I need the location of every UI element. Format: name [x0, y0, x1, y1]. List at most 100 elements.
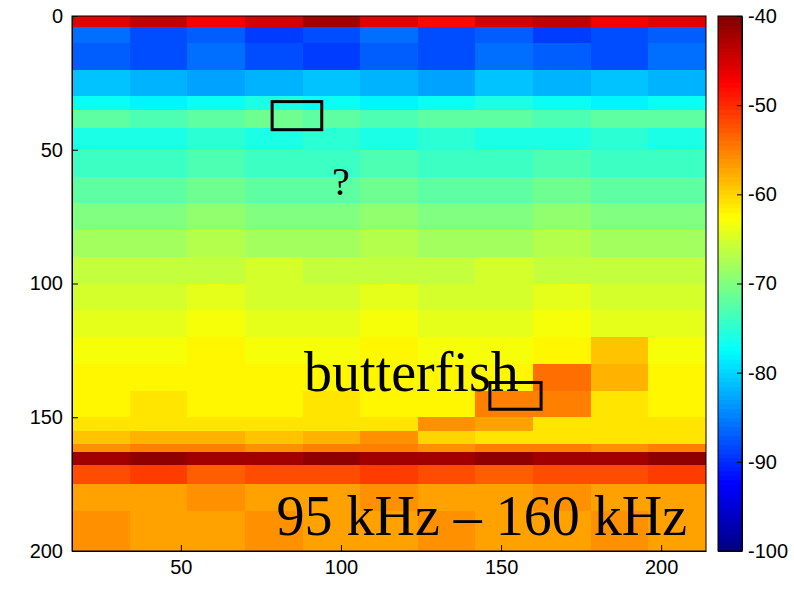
heatmap-cell — [591, 110, 649, 129]
axis-line — [73, 551, 707, 552]
colorbar-swatch — [718, 199, 742, 204]
heatmap-cell — [360, 27, 418, 44]
colorbar-swatch — [718, 350, 742, 355]
heatmap-cell — [475, 284, 533, 311]
heatmap-cell — [475, 177, 533, 204]
heatmap-cell — [303, 444, 361, 453]
colorbar-swatch — [718, 208, 742, 213]
colorbar-swatch — [718, 243, 742, 248]
colorbar-swatch — [718, 270, 742, 275]
heatmap-cell — [187, 257, 245, 284]
heatmap-cell — [360, 150, 418, 177]
heatmap-cell — [648, 128, 706, 150]
heatmap-cell — [591, 417, 649, 431]
heatmap-cell — [187, 203, 245, 230]
heatmap-cell — [418, 465, 476, 484]
heatmap-cell — [591, 16, 649, 27]
heatmap-cell — [130, 452, 188, 466]
tick-mark — [737, 284, 742, 285]
heatmap-cell — [130, 43, 188, 70]
colorbar-swatch — [718, 422, 742, 427]
heatmap-cell — [187, 177, 245, 204]
heatmap-cell — [475, 128, 533, 150]
tick-mark — [737, 16, 742, 17]
colorbar — [718, 16, 742, 552]
heatmap-cell — [475, 444, 533, 453]
colorbar-swatch — [718, 444, 742, 449]
heatmap-cell — [591, 128, 649, 150]
colorbar-swatch — [718, 217, 742, 222]
heatmap-cell — [475, 465, 533, 484]
heatmap-cell — [187, 364, 245, 391]
colorbar-swatch — [718, 181, 742, 186]
heatmap-cell — [72, 284, 130, 311]
colorbar-swatch — [718, 373, 742, 378]
heatmap-cell — [187, 431, 245, 445]
colorbar-swatch — [718, 78, 742, 83]
heatmap-cell — [360, 43, 418, 70]
colorbar-swatch — [718, 154, 742, 159]
heatmap-cell — [418, 150, 476, 177]
heatmap-cell — [130, 391, 188, 418]
colorbar-swatch — [718, 92, 742, 97]
heatmap-cell — [648, 417, 706, 431]
colorbar-swatch — [718, 248, 742, 253]
heatmap-cell — [418, 230, 476, 257]
heatmap-cell — [72, 203, 130, 230]
heatmap-cell — [130, 203, 188, 230]
heatmap-cell — [533, 96, 591, 110]
colorbar-swatch — [718, 355, 742, 360]
heatmap-cell — [187, 96, 245, 110]
heatmap-cell — [591, 310, 649, 337]
colorbar-swatch — [718, 346, 742, 351]
colorbar-swatch — [718, 43, 742, 48]
colorbar-swatch — [718, 538, 742, 543]
tick: 100 — [325, 545, 358, 578]
annotation: ? — [332, 159, 350, 204]
tick-label: -40 — [748, 5, 777, 27]
colorbar-swatch — [718, 70, 742, 75]
heatmap-cell — [591, 444, 649, 453]
heatmap-cell — [245, 465, 303, 484]
heatmap-cell — [591, 364, 649, 391]
heatmap-cell — [475, 452, 533, 466]
tick: 150 — [485, 545, 518, 578]
colorbar-swatch — [718, 520, 742, 525]
heatmap-cell — [648, 391, 706, 418]
colorbar-swatch — [718, 480, 742, 485]
heatmap-cell — [130, 230, 188, 257]
heatmap-cell — [360, 444, 418, 453]
heatmap-cell — [130, 337, 188, 364]
colorbar-swatch — [718, 74, 742, 79]
tick-mark — [181, 545, 182, 551]
heatmap-cell — [533, 284, 591, 311]
heatmap-cell — [130, 16, 188, 27]
heatmap-cell — [648, 337, 706, 364]
tick-mark — [737, 462, 742, 463]
colorbar-swatch — [718, 288, 742, 293]
heatmap-cell — [533, 310, 591, 337]
heatmap-cell — [72, 128, 130, 150]
colorbar-swatch — [718, 56, 742, 61]
heatmap-cell — [72, 177, 130, 204]
heatmap-cell — [72, 364, 130, 391]
colorbar-swatch — [718, 239, 742, 244]
heatmap-cell — [591, 27, 649, 44]
heatmap-cell — [648, 364, 706, 391]
colorbar-swatch — [718, 163, 742, 168]
heatmap-cell — [72, 96, 130, 110]
heatmap-cell — [187, 465, 245, 484]
heatmap — [72, 16, 706, 551]
heatmap-cell — [245, 110, 303, 129]
colorbar-swatch — [718, 341, 742, 346]
colorbar-swatch — [718, 159, 742, 164]
tick-label: -90 — [748, 451, 777, 473]
heatmap-cell — [360, 284, 418, 311]
tick-label: 0 — [52, 5, 63, 27]
colorbar-swatch — [718, 226, 742, 231]
colorbar-swatch — [718, 324, 742, 329]
heatmap-cell — [533, 257, 591, 284]
colorbar-swatch — [718, 261, 742, 266]
colorbar-swatch — [718, 47, 742, 52]
heatmap-cell — [418, 257, 476, 284]
